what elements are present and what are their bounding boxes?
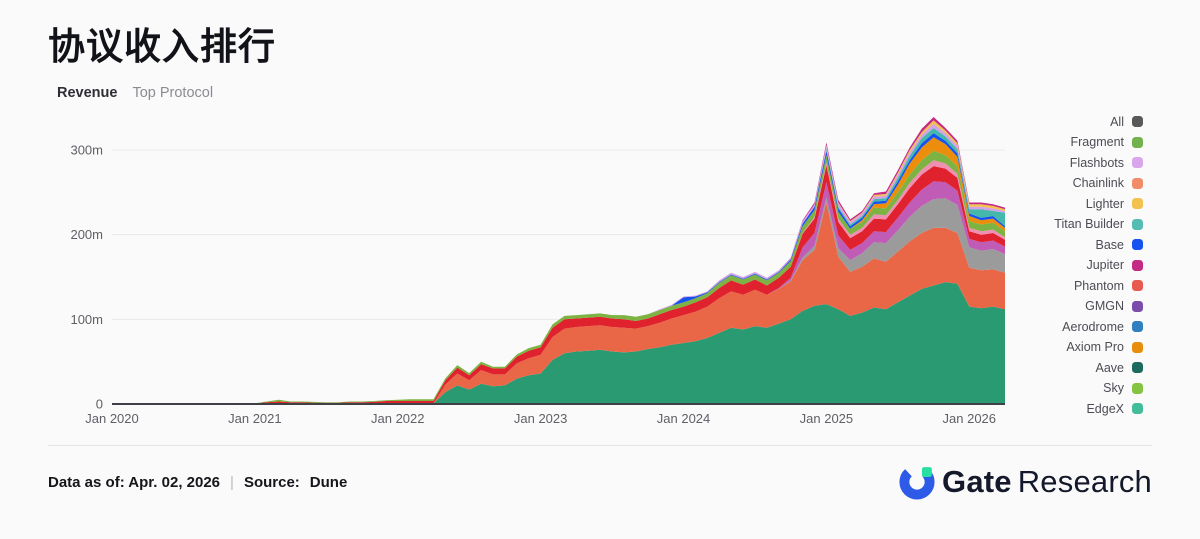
y-tick-label: 200m	[70, 227, 103, 242]
legend-item-label: EdgeX	[1086, 401, 1124, 416]
legend-item-label: Jupiter	[1086, 258, 1124, 272]
footer: Data as of: Apr. 02, 2026 | Source: Dune…	[48, 464, 1152, 500]
legend-item-phantom[interactable]: Phantom	[993, 275, 1143, 296]
legend-item-label: Base	[1095, 237, 1125, 252]
legend-item-gmgn[interactable]: GMGN	[993, 296, 1143, 317]
legend-item-label: Chainlink	[1072, 176, 1124, 190]
legend-item-flashbots[interactable]: Flashbots	[993, 152, 1143, 173]
y-tick-label: 300m	[70, 143, 103, 158]
legend-swatch	[1132, 239, 1143, 250]
legend-item-label: Phantom	[1073, 278, 1124, 293]
chart-area: 0 100m 200m 300m Jan 2020 Jan 2021 Jan 2022 Jan…	[0, 105, 1200, 435]
legend-swatch	[1132, 116, 1143, 127]
gate-research-logo: Gate Research	[899, 464, 1152, 500]
area-series-orchid-layer	[112, 181, 1005, 405]
area-series-gray-layer	[112, 197, 1005, 405]
legend-swatch	[1132, 341, 1143, 353]
legend-swatch	[1132, 403, 1143, 414]
area-series-orange-layer	[112, 137, 1005, 405]
legend-item-titan-builder[interactable]: Titan Builder	[993, 214, 1143, 235]
legend-item-label: Flashbots	[1069, 155, 1124, 170]
legend-item-aerodrome[interactable]: Aerodrome	[993, 316, 1143, 337]
area-series-red-layer	[112, 165, 1005, 405]
legend-swatch	[1132, 300, 1143, 312]
logo-research: Research	[1017, 464, 1152, 500]
logo-gate: Gate	[942, 464, 1012, 500]
tab-top-protocol[interactable]: Top Protocol	[132, 85, 214, 102]
footer-divider	[48, 445, 1152, 447]
legend-swatch	[1132, 362, 1143, 373]
legend-swatch	[1132, 218, 1143, 230]
y-tick-label: 100m	[70, 312, 103, 327]
legend-swatch	[1132, 280, 1143, 291]
source-label: Source:	[243, 473, 300, 491]
x-tick-label: Jan 2024	[657, 411, 711, 426]
footer-meta: Data as of: Apr. 02, 2026 | Source: Dune	[48, 474, 347, 491]
legend-swatch	[1132, 136, 1143, 148]
x-tick-label: Jan 2026	[943, 411, 997, 426]
legend-item-jupiter[interactable]: Jupiter	[993, 255, 1143, 276]
legend-swatch	[1132, 177, 1143, 189]
revenue-stacked-area-chart: 0 100m 200m 300m Jan 2020 Jan 2021 Jan 2022 Jan…	[70, 117, 1005, 426]
area-series-sea-green-base-layer	[112, 282, 1005, 405]
gate-logo-icon	[899, 464, 935, 500]
legend-swatch	[1132, 259, 1143, 271]
legend-item-label: Lighter	[1085, 196, 1124, 211]
legend-item-aave[interactable]: Aave	[993, 357, 1143, 378]
legend-item-label: All	[1110, 114, 1124, 129]
legend-item-label: GMGN	[1085, 299, 1124, 313]
gate-research-wordmark: Gate Research	[942, 464, 1152, 500]
data-as-of-text: Data as of: Apr. 02, 2026	[48, 473, 221, 491]
legend-item-base[interactable]: Base	[993, 234, 1143, 255]
legend-item-sky[interactable]: Sky	[993, 378, 1143, 399]
footer-separator: |	[230, 473, 234, 491]
legend-item-all[interactable]: All	[993, 111, 1143, 132]
page-title: 协议收入排行	[48, 26, 276, 67]
area-series-salmon-layer	[112, 202, 1005, 405]
tab-revenue[interactable]: Revenue	[57, 85, 118, 102]
x-tick-label: Jan 2020	[85, 411, 139, 426]
legend-item-axiom-pro[interactable]: Axiom Pro	[993, 337, 1143, 358]
source-value: Dune	[309, 473, 348, 491]
legend-item-edgex[interactable]: EdgeX	[993, 398, 1143, 417]
x-tick-label: Jan 2025	[800, 411, 854, 426]
legend-item-label: Aave	[1095, 360, 1125, 375]
x-tick-label: Jan 2021	[228, 411, 282, 426]
legend-swatch	[1132, 157, 1143, 168]
legend-item-label: Fragment	[1070, 135, 1125, 149]
legend-swatch	[1132, 382, 1143, 394]
legend-swatch	[1132, 321, 1143, 332]
x-tick-label: Jan 2022	[371, 411, 425, 426]
legend-item-fragment[interactable]: Fragment	[993, 132, 1143, 153]
area-series-lime-layer	[112, 151, 1005, 405]
y-tick-label: 0	[96, 397, 103, 412]
legend-item-lighter[interactable]: Lighter	[993, 193, 1143, 214]
legend: All Fragment Flashbots Chainlink Lighter Tita…	[993, 111, 1143, 417]
legend-item-label: Titan Builder	[1054, 217, 1124, 231]
x-tick-label: Jan 2023	[514, 411, 568, 426]
legend-item-label: Axiom Pro	[1066, 340, 1124, 354]
legend-swatch	[1132, 198, 1143, 209]
legend-item-label: Sky	[1103, 381, 1124, 395]
chart-tabs: Revenue Top Protocol	[57, 85, 1200, 101]
legend-item-chainlink[interactable]: Chainlink	[993, 173, 1143, 194]
legend-item-label: Aerodrome	[1062, 319, 1124, 334]
